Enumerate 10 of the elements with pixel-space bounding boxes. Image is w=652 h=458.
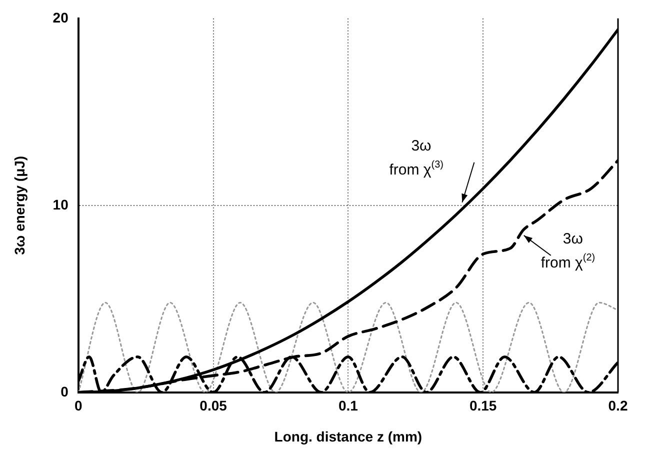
y-tick-label: 10 [52,196,69,212]
x-tick-label: 0.1 [338,398,358,414]
y-tick-label: 20 [52,9,69,26]
y-axis-title: 3ω energy (μJ) [11,156,28,255]
x-tick-label: 0.2 [608,398,628,414]
x-tick-label: 0 [74,398,82,414]
x-axis-title: Long. distance z (mm) [274,428,422,444]
x-tick-label: 0.05 [200,398,228,414]
x-tick-label: 0.15 [469,398,497,414]
y-tick-label: 0 [60,383,69,400]
